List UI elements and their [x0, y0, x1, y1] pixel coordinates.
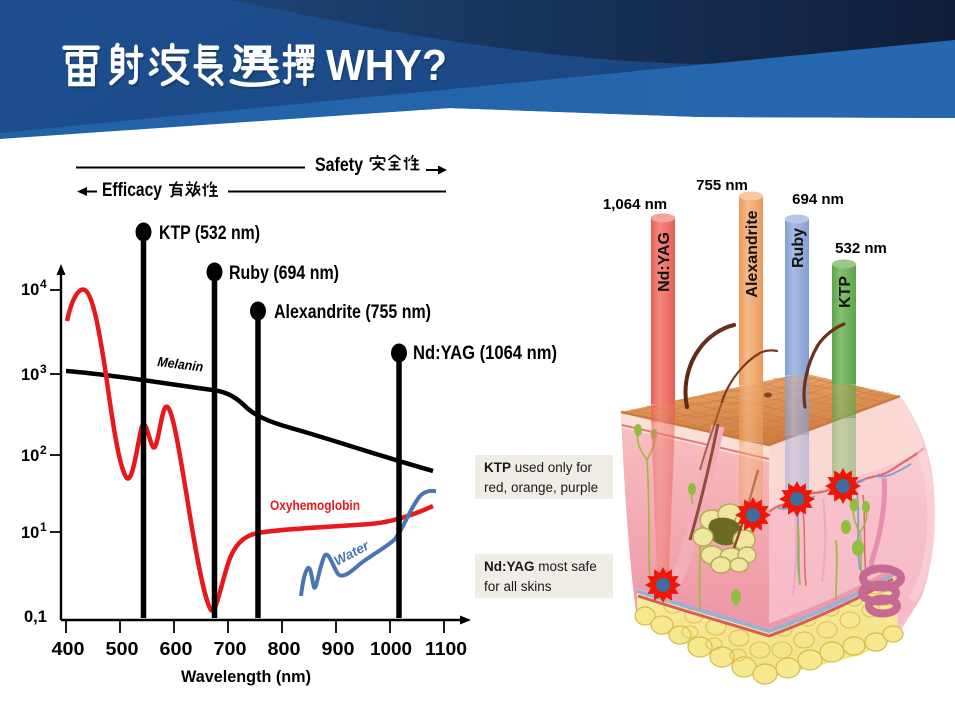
svg-text:Wavelength (nm): Wavelength (nm) [181, 667, 311, 686]
svg-text:KTP: KTP [837, 276, 854, 308]
svg-text:1000: 1000 [370, 639, 412, 659]
svg-text:WHY?: WHY? [328, 43, 449, 92]
svg-text:Efficacy: Efficacy [102, 179, 162, 201]
svg-text:10: 10 [21, 366, 39, 384]
svg-text:Safety: Safety [315, 154, 363, 176]
svg-text:3: 3 [40, 362, 47, 376]
svg-text:Nd:YAG: Nd:YAG [656, 232, 673, 292]
svg-text:10: 10 [21, 524, 39, 542]
svg-text:532 nm: 532 nm [835, 240, 887, 257]
svg-text:Melanin: Melanin [157, 354, 204, 374]
svg-text:1100: 1100 [425, 639, 467, 659]
svg-text:500: 500 [106, 639, 139, 659]
svg-text:900: 900 [322, 639, 355, 659]
svg-text:800: 800 [268, 639, 301, 659]
svg-text:KTP (532 nm): KTP (532 nm) [159, 222, 260, 244]
svg-text:1: 1 [40, 520, 47, 534]
svg-text:0,1: 0,1 [24, 608, 47, 626]
svg-text:600: 600 [160, 639, 193, 659]
svg-text:Water: Water [331, 538, 372, 569]
svg-text:1,064 nm: 1,064 nm [603, 196, 667, 213]
svg-text:755 nm: 755 nm [696, 177, 748, 194]
svg-text:Ruby: Ruby [790, 228, 807, 268]
svg-text:10: 10 [21, 281, 39, 299]
svg-text:Nd:YAG (1064 nm): Nd:YAG (1064 nm) [413, 342, 557, 364]
svg-text:400: 400 [52, 639, 85, 659]
svg-text:10: 10 [21, 447, 39, 465]
svg-text:4: 4 [40, 277, 47, 291]
svg-text:Oxyhemoglobin: Oxyhemoglobin [270, 498, 360, 513]
svg-text:694 nm: 694 nm [792, 191, 844, 208]
svg-text:2: 2 [40, 443, 47, 457]
svg-text:WHY?: WHY? [326, 41, 447, 90]
svg-text:Ruby (694 nm): Ruby (694 nm) [229, 262, 339, 284]
svg-text:Alexandrite: Alexandrite [744, 210, 761, 297]
svg-text:Alexandrite (755 nm): Alexandrite (755 nm) [274, 301, 431, 323]
svg-text:700: 700 [214, 639, 247, 659]
